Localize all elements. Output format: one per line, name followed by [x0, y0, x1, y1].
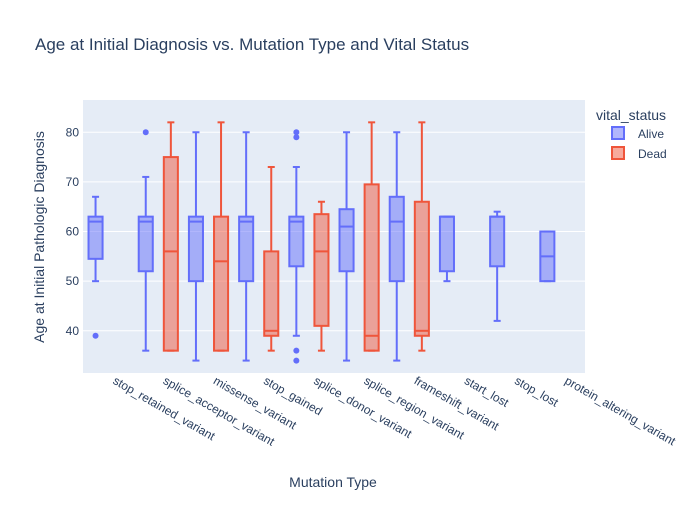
- box-dead-splice_acceptor_variant: [162, 121, 179, 352]
- box-iqr: [187, 215, 204, 283]
- box-alive-missense_variant: [187, 131, 204, 362]
- legend-swatch: [611, 126, 625, 140]
- y-tick-label: 40: [66, 324, 80, 338]
- outlier-point: [142, 129, 149, 136]
- box-iqr: [137, 215, 154, 273]
- box-iqr: [388, 195, 405, 283]
- box-iqr: [338, 208, 355, 273]
- box-iqr: [489, 215, 506, 268]
- outlier-point: [92, 332, 99, 339]
- legend-label: Alive: [638, 127, 664, 141]
- box-alive-frameshift_variant: [388, 131, 405, 362]
- box-iqr: [413, 200, 430, 337]
- y-tick-label: 70: [66, 175, 80, 189]
- outlier-point: [293, 129, 300, 136]
- box-iqr: [288, 215, 305, 268]
- box-iqr: [213, 215, 230, 352]
- y-axis-title: Age at Initial Pathologic Diagnosis: [31, 131, 47, 343]
- outlier-point: [293, 347, 300, 354]
- outlier-point: [293, 134, 300, 141]
- box-alive-stop_gained: [238, 131, 255, 362]
- box-iqr: [162, 156, 179, 352]
- box-iqr: [363, 183, 380, 352]
- box-alive-stop_lost: [489, 210, 506, 322]
- x-axis-title: Mutation Type: [289, 474, 377, 490]
- box-iqr: [238, 215, 255, 283]
- box-iqr: [438, 215, 455, 273]
- outlier-point: [293, 357, 300, 364]
- box-dead-frameshift_variant: [413, 121, 430, 352]
- box-alive-splice_donor_variant: [288, 129, 305, 364]
- box-iqr: [263, 250, 280, 337]
- box-layer: [87, 121, 556, 364]
- box-iqr: [313, 213, 330, 327]
- box-dead-splice_region_variant: [363, 121, 380, 352]
- legend-item-dead[interactable]: Dead: [611, 146, 667, 161]
- box-alive-stop_retained_variant: [87, 195, 104, 339]
- y-tick-label: 50: [66, 274, 80, 288]
- box-alive-splice_region_variant: [338, 131, 355, 362]
- box-dead-splice_donor_variant: [313, 200, 330, 352]
- chart-title: Age at Initial Diagnosis vs. Mutation Ty…: [35, 35, 469, 54]
- legend-label: Dead: [638, 147, 667, 161]
- box-dead-stop_gained: [263, 166, 280, 352]
- y-tick-labels: 40 50 60 70 80: [66, 125, 80, 338]
- legend-items[interactable]: Alive Dead: [611, 126, 667, 161]
- y-tick-label: 60: [66, 225, 80, 239]
- legend-swatch: [611, 146, 625, 160]
- plot-area: [83, 100, 585, 373]
- legend-item-alive[interactable]: Alive: [611, 126, 664, 141]
- box-dead-missense_variant: [213, 121, 230, 352]
- box-iqr: [87, 215, 104, 260]
- box-alive-protein_altering_variant: [539, 230, 556, 283]
- legend-title: vital_status: [596, 107, 666, 123]
- y-tick-label: 80: [66, 125, 80, 139]
- box-alive-splice_acceptor_variant: [137, 129, 154, 352]
- legend[interactable]: vital_status Alive Dead: [596, 107, 667, 161]
- box-alive-start_lost: [438, 215, 455, 283]
